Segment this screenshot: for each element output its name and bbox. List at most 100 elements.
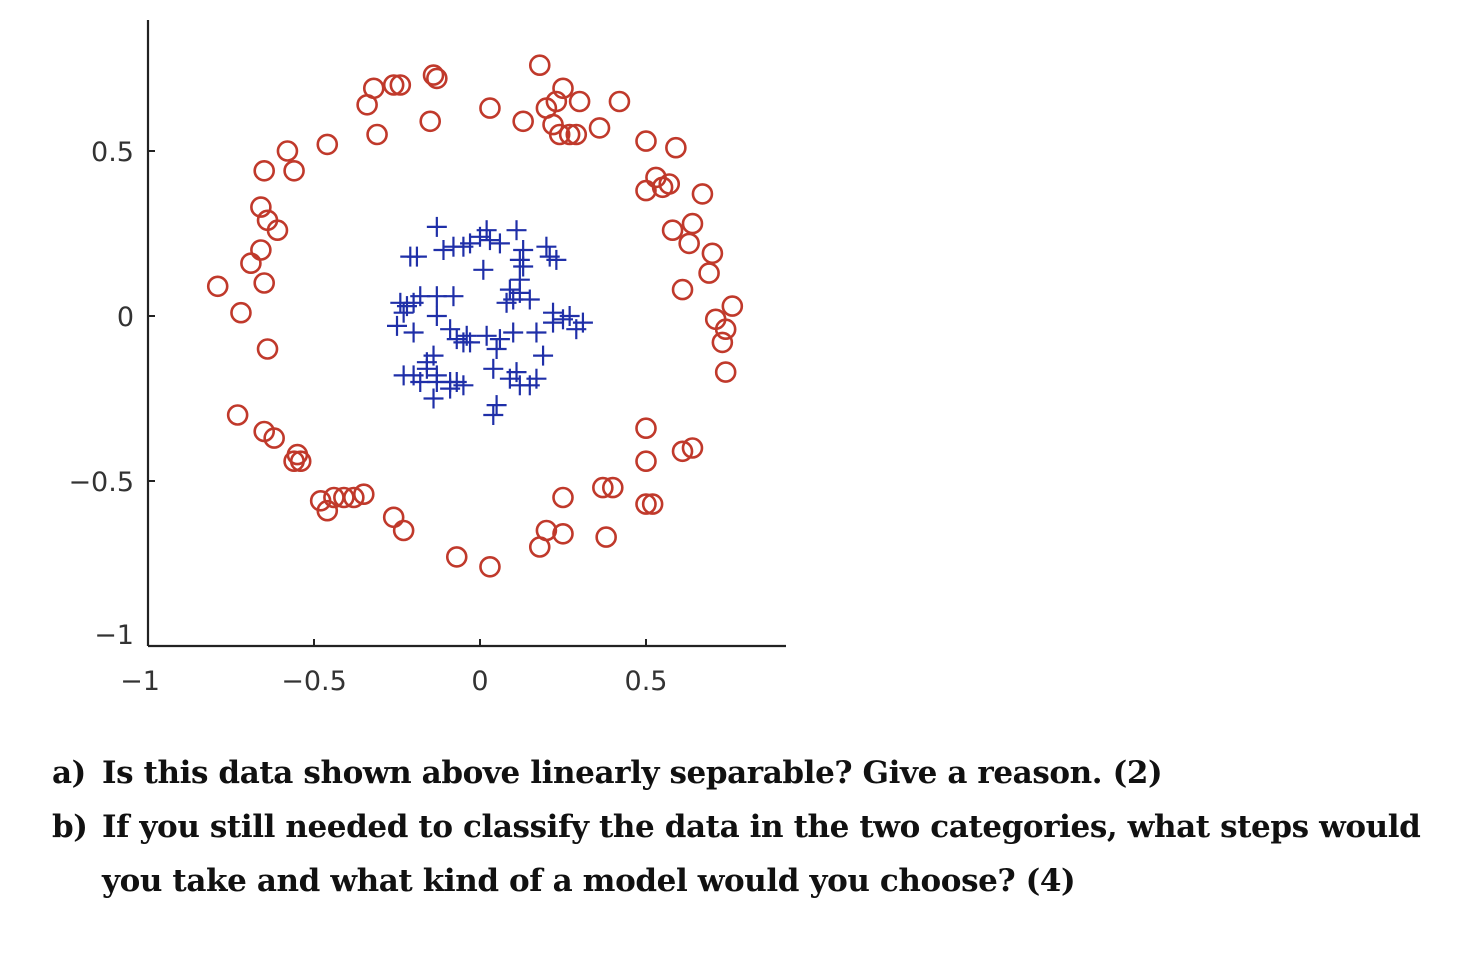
- plus-point: [433, 240, 454, 260]
- circle-point: [263, 427, 285, 449]
- y-tick-label: 0.5: [91, 137, 134, 168]
- circle-point: [552, 77, 574, 100]
- plus-point: [483, 358, 504, 379]
- circle-point: [635, 179, 657, 202]
- plus-point: [486, 395, 507, 416]
- circle-point: [426, 67, 448, 90]
- plus-point: [559, 306, 580, 326]
- plus-point: [479, 230, 500, 251]
- plus-point: [489, 233, 510, 254]
- plus-point: [496, 292, 517, 313]
- plus-point: [483, 405, 504, 425]
- circle-point: [568, 90, 591, 113]
- circle-point: [392, 519, 415, 542]
- circle-point: [681, 212, 704, 235]
- plus-point: [443, 236, 464, 257]
- plus-point: [526, 368, 547, 389]
- plus-point: [387, 315, 407, 336]
- question-a-text: Is this data shown above linearly separa…: [102, 755, 1163, 791]
- plus-point: [476, 220, 497, 241]
- x-tick-label: −0.5: [281, 666, 347, 697]
- plus-point: [506, 362, 527, 383]
- circle-point: [283, 160, 305, 182]
- circle-point: [635, 493, 657, 515]
- plus-point: [453, 375, 474, 396]
- circle-point: [250, 196, 272, 218]
- circle-point: [316, 133, 339, 156]
- circle-point: [691, 183, 714, 205]
- plus-point: [513, 256, 534, 277]
- circle-point: [608, 90, 631, 113]
- question-a-label: a): [52, 755, 86, 791]
- circle-point: [545, 90, 568, 113]
- plus-point: [526, 322, 547, 343]
- x-tick-label: 0: [471, 666, 488, 697]
- circle-point: [316, 499, 339, 522]
- circle-point: [250, 239, 272, 261]
- question-b-label: b): [52, 809, 88, 845]
- circle-point: [512, 110, 534, 133]
- circle-point: [558, 123, 581, 146]
- question-list: a) Is this data shown above linearly sep…: [52, 746, 1452, 908]
- plus-point: [403, 292, 424, 313]
- circle-point: [362, 77, 385, 100]
- plus-point: [489, 329, 510, 350]
- plus-point: [460, 332, 481, 353]
- circle-point: [266, 219, 289, 241]
- circle-point: [701, 242, 724, 265]
- circle-point: [721, 295, 744, 317]
- circle-point: [678, 232, 700, 255]
- plus-point: [473, 259, 494, 280]
- circle-point: [635, 417, 657, 440]
- circle-point: [343, 486, 365, 509]
- circle-point: [635, 130, 657, 152]
- scatter-plot: −1 −0.5 0 0.5 −1 −0.5 0 0.5: [68, 20, 786, 697]
- circle-point: [671, 278, 694, 301]
- x-tick-label: 0.5: [625, 666, 668, 697]
- circle-point: [226, 404, 249, 426]
- circle-point: [635, 450, 657, 473]
- plus-point: [499, 279, 520, 300]
- circle-point: [592, 476, 614, 499]
- circle-point: [289, 450, 312, 473]
- plus-point: [486, 339, 507, 359]
- circle-point: [382, 74, 405, 96]
- plus-point: [506, 220, 527, 241]
- x-tick-label: −1: [120, 666, 160, 697]
- y-tick-label: −0.5: [68, 467, 134, 498]
- plus-point: [443, 286, 464, 307]
- plus-point: [393, 302, 414, 323]
- plus-point: [503, 322, 524, 343]
- plus-point: [476, 325, 497, 346]
- circle-point: [552, 486, 574, 509]
- circle-point: [479, 97, 501, 119]
- plus-point: [426, 306, 447, 326]
- circle-point: [276, 140, 299, 162]
- circle-point: [641, 493, 664, 515]
- circle-point: [382, 506, 405, 529]
- circle-point: [230, 301, 252, 324]
- circle-point: [661, 219, 684, 241]
- y-tick-label: 0: [117, 302, 134, 333]
- plus-point: [423, 345, 444, 366]
- plus-point: [406, 246, 427, 267]
- plus-point: [423, 388, 444, 409]
- circle-point: [565, 123, 588, 146]
- circle-point: [528, 54, 551, 76]
- axis-ticks: −1 −0.5 0 0.5 −1 −0.5 0 0.5: [68, 137, 667, 697]
- circle-point: [552, 522, 574, 545]
- plus-point: [546, 249, 567, 270]
- question-a: a) Is this data shown above linearly sep…: [52, 746, 1452, 800]
- circle-point: [711, 331, 734, 354]
- circle-point: [256, 338, 279, 360]
- circle-point: [253, 272, 276, 294]
- circle-point: [665, 136, 687, 159]
- circle-point: [206, 275, 229, 298]
- circle-point: [240, 252, 262, 275]
- plot-axes: [146, 20, 786, 648]
- circle-point: [333, 486, 355, 509]
- circle-point: [389, 74, 412, 96]
- y-tick-label: −1: [94, 620, 134, 651]
- plus-point: [533, 345, 554, 366]
- question-b-text: If you still needed to classify the data…: [102, 809, 1421, 899]
